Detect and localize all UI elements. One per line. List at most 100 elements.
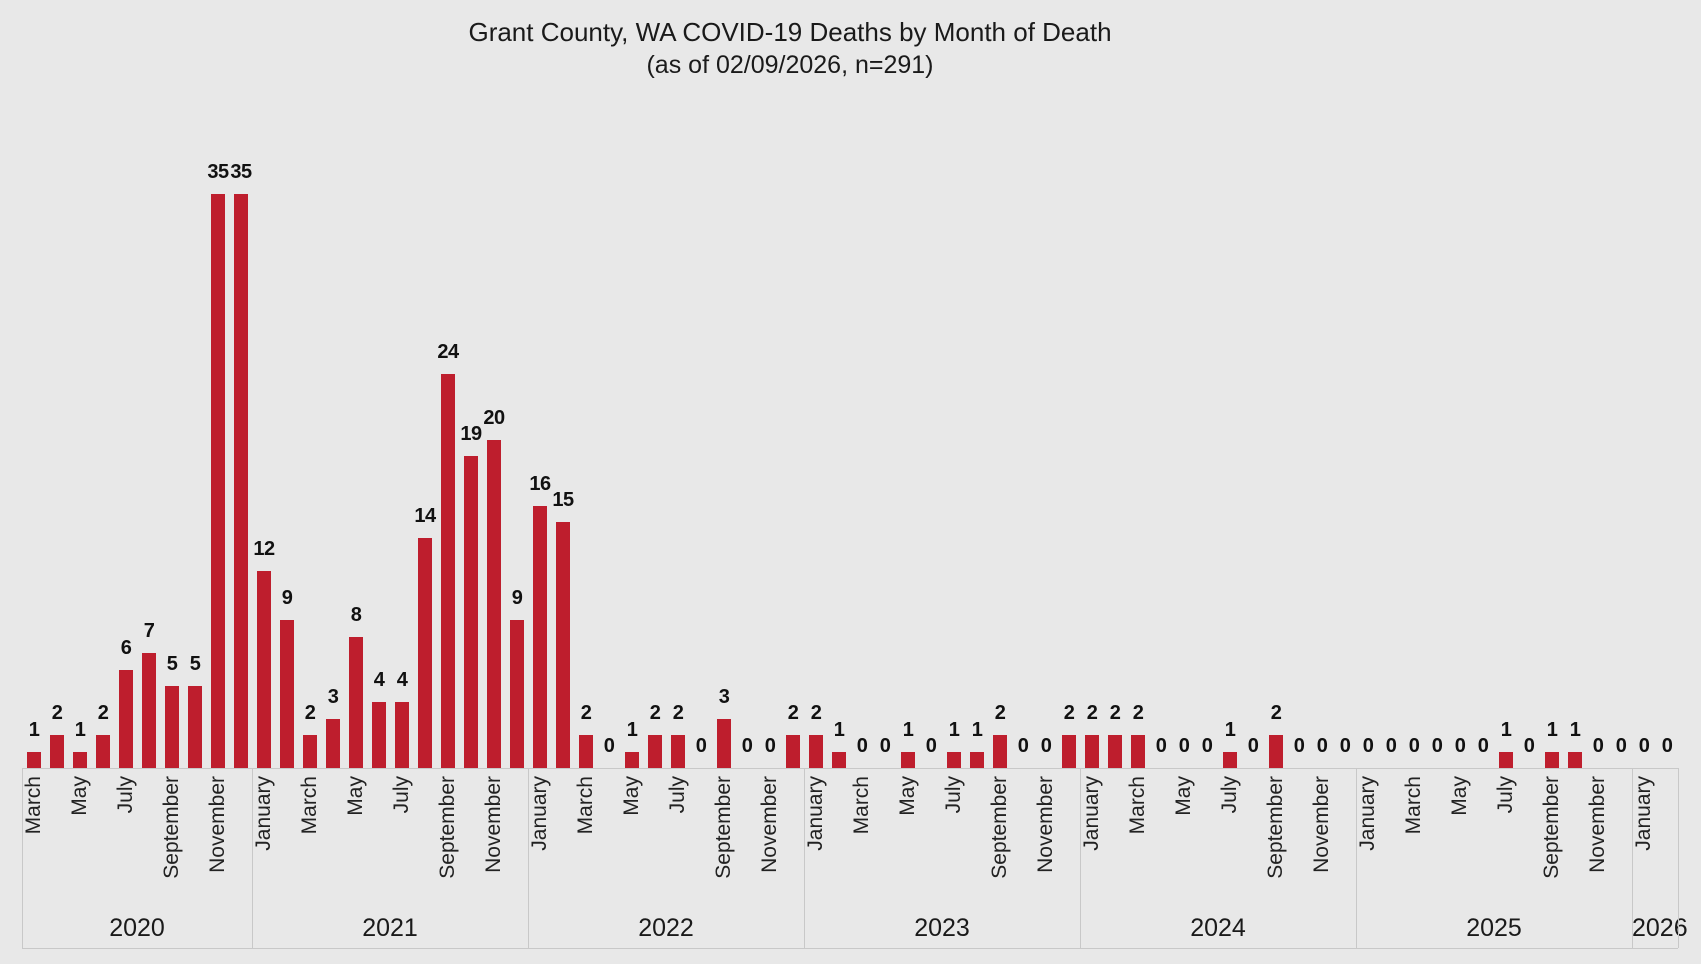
x-tick-September-2025: September [1540,776,1563,879]
x-tick-January-2024: January [1080,776,1103,851]
bar-value-label-July-2024: 1 [1224,719,1236,741]
chart-title: Grant County, WA COVID-19 Deaths by Mont… [468,17,1112,47]
bar-value-label-March-2022: 2 [580,702,592,724]
bar-value-label-May-2021: 8 [350,604,362,626]
bar-November-2020 [211,194,225,768]
x-tick-July-2022: July [666,776,689,814]
bar-value-label-January-2023: 2 [810,702,822,724]
bar-value-label-June-2021: 4 [373,669,385,691]
bar-value-label-August-2022: 0 [695,735,707,757]
bar-value-label-November-2021: 20 [483,407,505,429]
bar-value-label-November-2020: 35 [207,161,229,183]
bar-August-2020 [142,653,156,768]
bar-June-2022 [648,735,662,768]
bar-value-label-June-2020: 2 [97,702,109,724]
year-separator [528,768,529,948]
bar-August-2023 [970,752,984,768]
x-tick-January-2025: January [1356,776,1379,851]
year-label-2023: 2023 [914,914,970,942]
bar-September-2020 [165,686,179,768]
bar-value-label-May-2022: 1 [626,719,638,741]
bar-value-label-February-2022: 15 [552,489,574,511]
bar-value-label-January-2024: 2 [1086,702,1098,724]
bar-value-label-July-2023: 1 [948,719,960,741]
bar-value-label-June-2025: 0 [1477,735,1489,757]
x-tick-March-2025: March [1402,776,1425,835]
bar-value-label-April-2021: 3 [327,686,339,708]
x-tick-March-2024: March [1126,776,1149,835]
x-tick-March-2023: March [850,776,873,835]
bar-value-label-October-2020: 5 [189,653,201,675]
bar-value-label-September-2024: 2 [1270,702,1282,724]
bar-April-2020 [50,735,64,768]
bar-value-label-May-2020: 1 [74,719,86,741]
bar-value-label-October-2021: 19 [460,423,482,445]
bar-value-label-April-2023: 0 [879,735,891,757]
bar-value-label-August-2021: 14 [414,505,436,527]
bar-July-2020 [119,670,133,768]
bar-value-label-March-2021: 2 [304,702,316,724]
year-label-2025: 2025 [1466,914,1522,942]
bar-value-label-April-2024: 0 [1155,735,1167,757]
bar-value-label-September-2022: 3 [718,686,730,708]
x-tick-September-2023: September [988,776,1011,879]
x-tick-September-2022: September [712,776,735,879]
bar-value-label-January-2022: 16 [529,473,551,495]
bar-November-2021 [487,440,501,768]
x-tick-March-2020: March [22,776,45,835]
bar-December-2021 [510,620,524,768]
bar-March-2022 [579,735,593,768]
bar-value-label-March-2024: 2 [1132,702,1144,724]
axis-band-bottom-border [22,948,1678,949]
bar-value-label-October-2023: 0 [1017,735,1029,757]
x-tick-May-2020: May [68,776,91,816]
bar-value-label-April-2020: 2 [51,702,63,724]
bar-value-label-March-2025: 0 [1408,735,1420,757]
bar-value-label-February-2021: 9 [281,587,293,609]
x-tick-July-2024: July [1218,776,1241,814]
bar-value-label-February-2026: 0 [1661,735,1673,757]
chart-title-block: Grant County, WA COVID-19 Deaths by Mont… [0,16,1580,81]
x-tick-November-2021: November [482,776,505,873]
bar-value-label-June-2023: 0 [925,735,937,757]
bar-May-2023 [901,752,915,768]
year-label-2020: 2020 [109,914,165,942]
bar-value-label-July-2021: 4 [396,669,408,691]
bar-October-2020 [188,686,202,768]
bar-September-2021 [441,374,455,768]
bar-June-2021 [372,702,386,768]
x-tick-January-2021: January [252,776,275,851]
bar-value-label-December-2023: 2 [1063,702,1075,724]
x-tick-May-2024: May [1172,776,1195,816]
year-label-2026: 2026 [1632,914,1688,942]
bar-May-2021 [349,637,363,768]
year-separator [804,768,805,948]
year-separator [1356,768,1357,948]
bar-value-label-August-2025: 0 [1523,735,1535,757]
x-tick-May-2022: May [620,776,643,816]
bar-value-label-April-2022: 0 [603,735,615,757]
bar-value-label-September-2025: 1 [1546,719,1558,741]
year-separator [1632,768,1633,948]
x-tick-November-2023: November [1034,776,1057,873]
bar-value-label-March-2023: 0 [856,735,868,757]
bar-value-label-August-2020: 7 [143,620,155,642]
bar-February-2021 [280,620,294,768]
x-tick-July-2025: July [1494,776,1517,814]
bar-value-label-February-2024: 2 [1109,702,1121,724]
x-tick-January-2022: January [528,776,551,851]
bar-December-2022 [786,735,800,768]
bar-value-label-September-2020: 5 [166,653,178,675]
x-tick-March-2021: March [298,776,321,835]
bar-value-label-June-2022: 2 [649,702,661,724]
chart-subtitle: (as of 02/09/2026, n=291) [646,51,934,80]
x-tick-November-2020: November [206,776,229,873]
year-label-2022: 2022 [638,914,694,942]
bar-value-label-July-2022: 2 [672,702,684,724]
bar-March-2020 [27,752,41,768]
bar-value-label-November-2023: 0 [1040,735,1052,757]
bar-February-2022 [556,522,570,768]
x-tick-September-2021: September [436,776,459,879]
x-tick-January-2026: January [1632,776,1655,851]
bar-April-2021 [326,719,340,768]
